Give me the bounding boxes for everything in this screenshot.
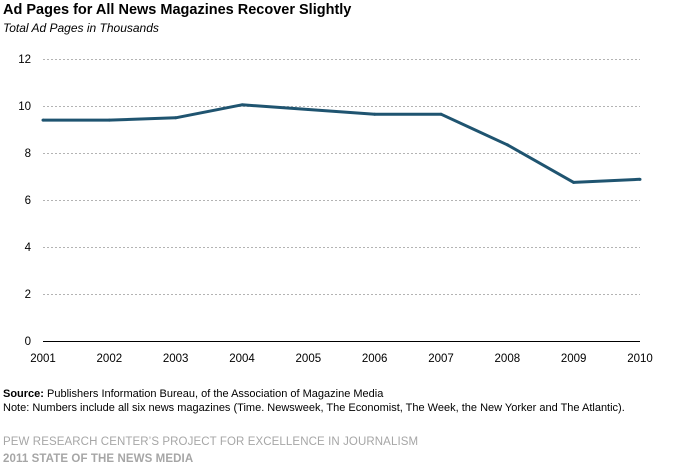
- chart-footer: Source: Publishers Information Bureau, o…: [3, 388, 668, 415]
- data-point-2004: [240, 103, 244, 107]
- chart-subtitle: Total Ad Pages in Thousands: [3, 21, 159, 35]
- data-point-2008: [505, 143, 509, 147]
- y-tick-label: 0: [25, 336, 31, 348]
- data-point-2003: [174, 116, 178, 120]
- x-tick-label: 2007: [428, 353, 454, 365]
- methodology-note: Note: Numbers include all six news magaz…: [3, 401, 625, 414]
- series-group: [41, 103, 642, 184]
- credit-organization: PEW RESEARCH CENTER’S PROJECT FOR EXCELL…: [3, 436, 419, 448]
- data-point-2010: [638, 177, 642, 181]
- y-axis-tick-labels: 0 2 4 6 8 10 12: [18, 54, 31, 348]
- x-tick-label: 2006: [362, 353, 388, 365]
- data-point-2001: [41, 118, 45, 122]
- gridlines: [43, 59, 640, 295]
- source-text: Publishers Information Bureau, of the As…: [43, 388, 384, 400]
- data-point-2006: [373, 112, 377, 116]
- y-tick-label: 8: [25, 148, 31, 160]
- x-tick-label: 2003: [163, 353, 189, 365]
- source-label: Source:: [3, 388, 44, 400]
- data-point-2009: [572, 180, 576, 184]
- y-tick-label: 2: [25, 289, 31, 301]
- x-tick-label: 2001: [30, 353, 56, 365]
- x-tick-label: 2010: [627, 353, 653, 365]
- data-point-2005: [306, 108, 310, 112]
- x-tick-label: 2002: [97, 353, 123, 365]
- data-point-2002: [107, 118, 111, 122]
- chart-title: Ad Pages for All News Magazines Recover …: [3, 2, 352, 18]
- y-tick-label: 12: [18, 54, 31, 66]
- x-tick-label: 2008: [495, 353, 521, 365]
- credit-report: 2011 STATE OF THE NEWS MEDIA: [3, 453, 194, 465]
- series-line: [43, 103, 641, 184]
- x-tick-label: 2009: [561, 353, 587, 365]
- data-point-2007: [439, 112, 443, 116]
- x-tick-label: 2005: [296, 353, 322, 365]
- y-tick-label: 6: [25, 195, 31, 207]
- x-tick-label: 2004: [229, 353, 255, 365]
- x-axis-tick-labels: 2001 2002 2003 2004 2005 2006 2007 2008 2009 2010: [30, 353, 653, 365]
- y-tick-label: 10: [18, 101, 31, 113]
- y-tick-label: 4: [25, 242, 32, 254]
- source-note: Source: Publishers Information Bureau, o…: [3, 388, 668, 402]
